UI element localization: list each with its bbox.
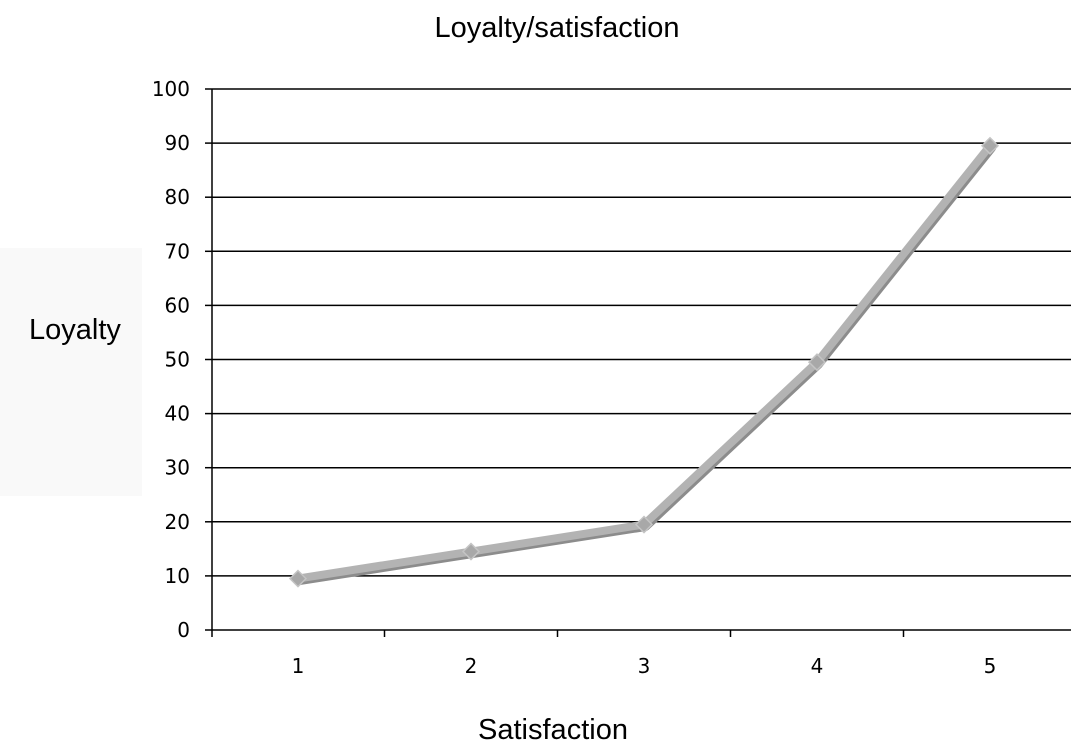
x-tick-label-2: 2 xyxy=(465,654,478,678)
y-tick-label-0: 0 xyxy=(177,618,190,642)
y-tick-label-20: 20 xyxy=(165,510,190,534)
series-line-0 xyxy=(294,141,994,583)
ylabel-background xyxy=(0,248,142,496)
chart-title: Loyalty/satisfaction xyxy=(434,12,679,44)
x-axis-label: Satisfaction xyxy=(478,714,628,740)
y-tick-label-40: 40 xyxy=(165,402,190,426)
tick-labels: 0 10 20 30 40 50 60 70 80 90 100 1 2 3 4 5 xyxy=(152,77,997,678)
y-axis-label: Loyalty xyxy=(29,314,121,346)
data-point-3 xyxy=(634,515,654,534)
y-tick-label-80: 80 xyxy=(165,185,190,209)
data-point-5 xyxy=(980,136,1000,155)
y-tick-label-70: 70 xyxy=(165,239,190,263)
data-point-1 xyxy=(288,569,308,588)
axes xyxy=(205,88,1071,637)
y-tick-label-90: 90 xyxy=(165,131,190,155)
data-point-2 xyxy=(461,542,481,561)
x-tick-label-4: 4 xyxy=(811,654,824,678)
x-tick-label-1: 1 xyxy=(292,654,305,678)
x-tick-label-3: 3 xyxy=(638,654,651,678)
y-tick-label-10: 10 xyxy=(165,564,190,588)
y-tick-label-30: 30 xyxy=(165,456,190,480)
series-lines xyxy=(294,141,996,586)
x-tick-label-5: 5 xyxy=(984,654,997,678)
y-tick-label-100: 100 xyxy=(152,77,190,101)
data-point-4 xyxy=(807,353,827,372)
y-tick-label-50: 50 xyxy=(165,348,190,372)
series-line-shadow-0 xyxy=(295,143,996,586)
data-markers xyxy=(288,136,1000,588)
y-tick-label-60: 60 xyxy=(165,293,190,317)
gridlines xyxy=(212,88,1071,577)
